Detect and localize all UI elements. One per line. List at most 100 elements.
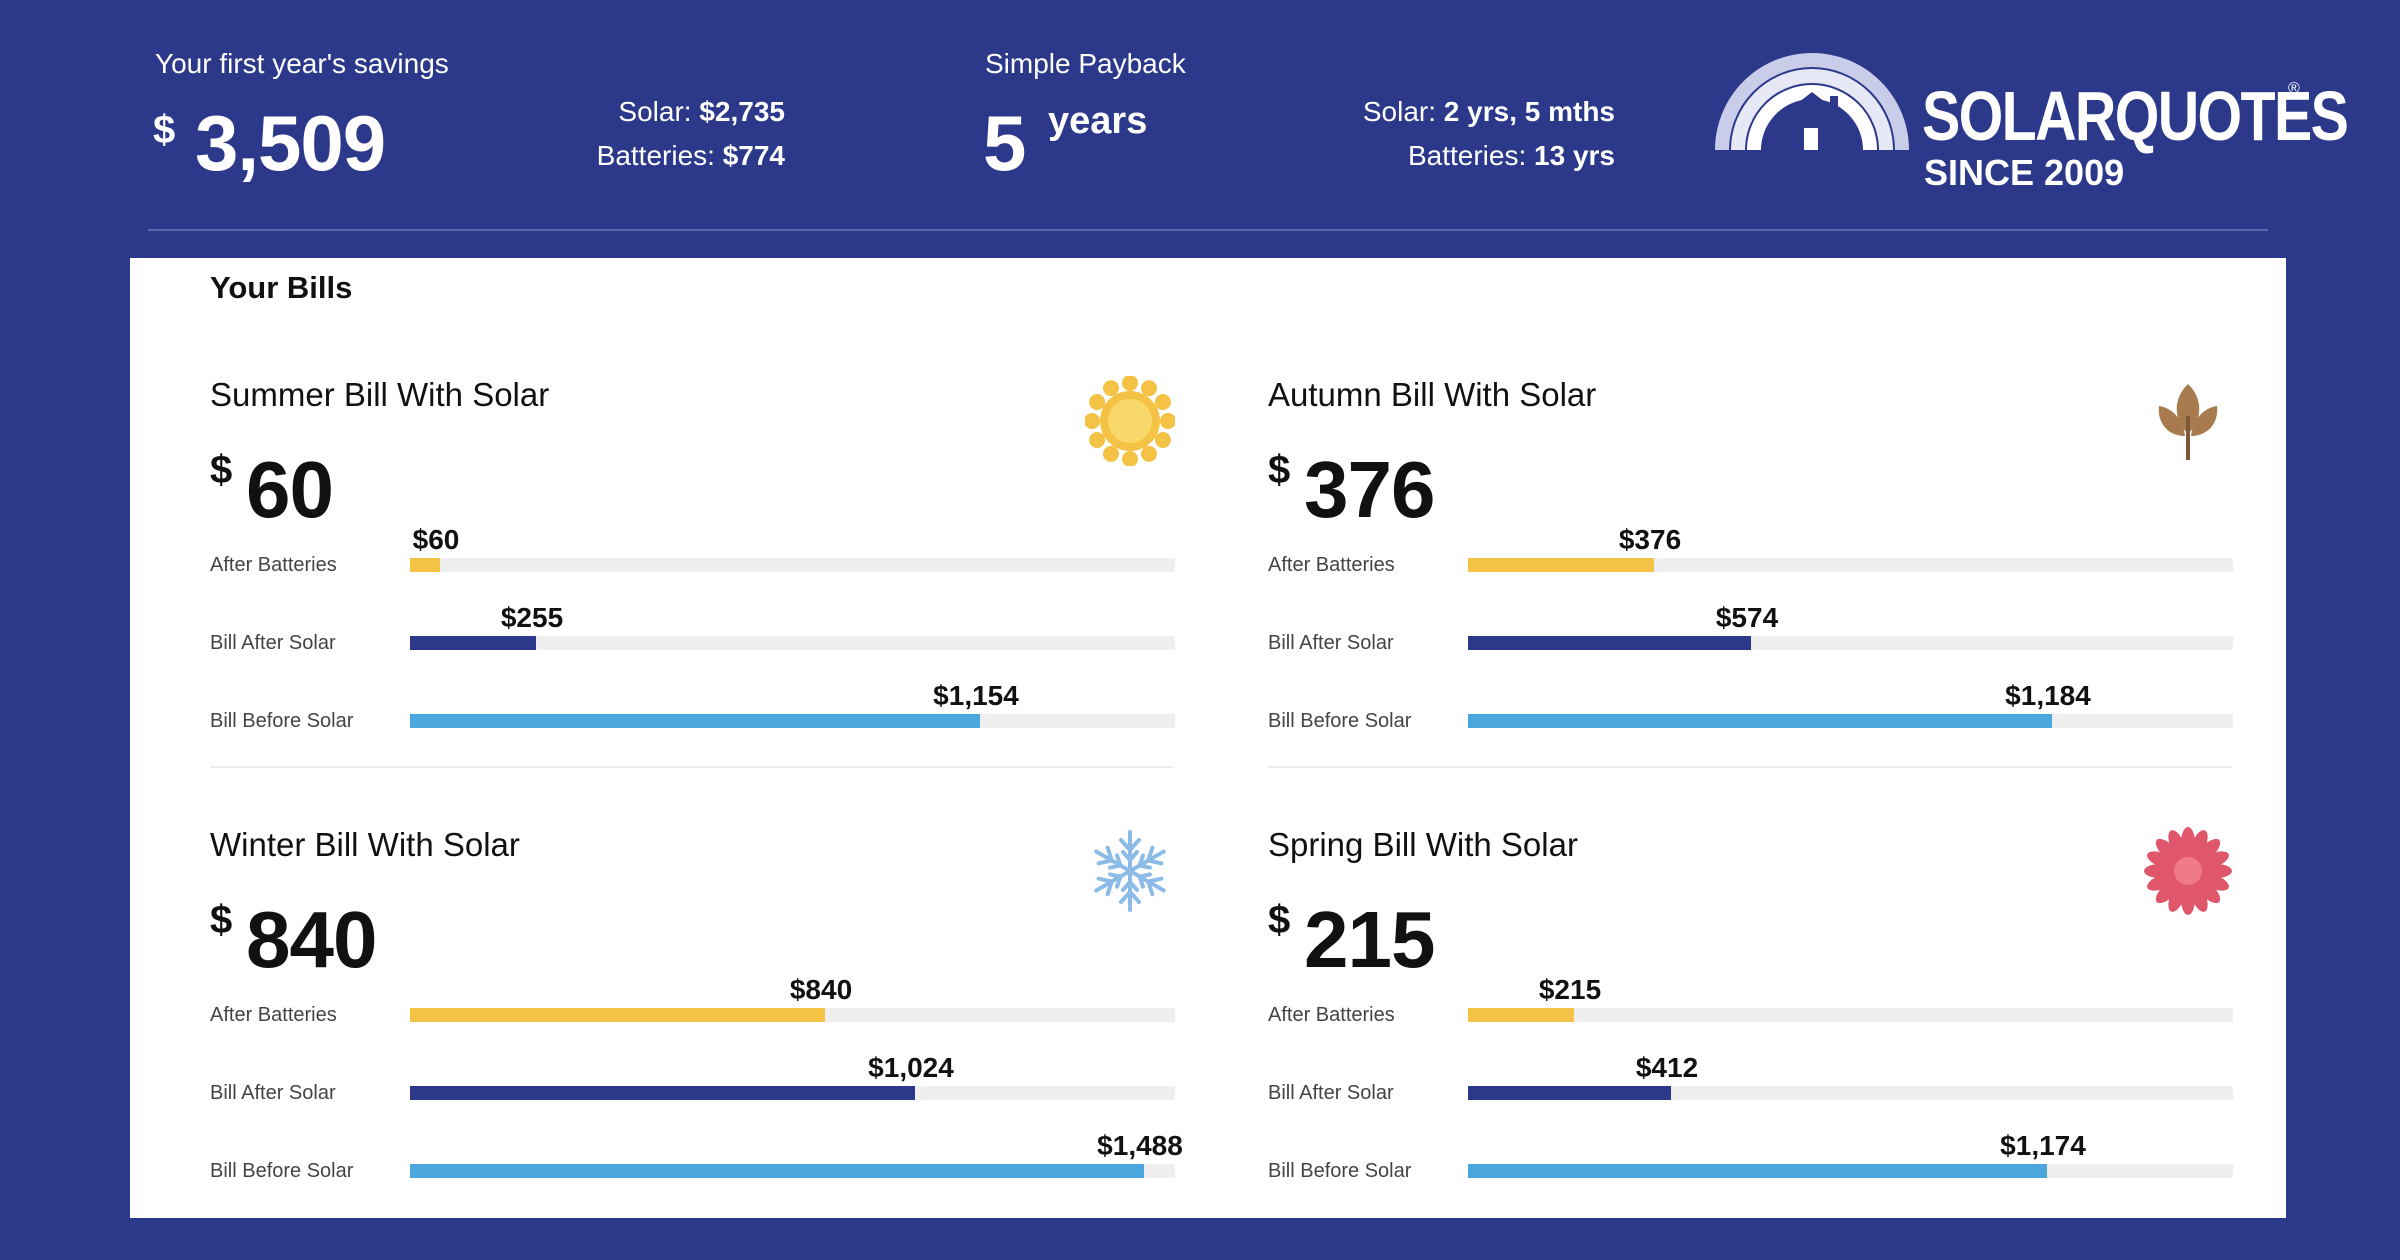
season-card: Summer Bill With Solar $60 After Batteries… (210, 375, 1176, 796)
bar-fill-before-solar (1468, 1164, 2047, 1178)
bar-value: $376 (1618, 524, 1682, 555)
leaf-icon (2143, 376, 2233, 466)
season-currency: $ (1268, 448, 1291, 492)
bar-value: $1,024 (868, 1052, 954, 1083)
bar-fill-after-batteries (410, 558, 440, 572)
season-card: Autumn Bill With Solar $376 After Batterie… (1268, 376, 2233, 796)
bar-track: $1,184 (1468, 680, 2233, 728)
bar-fill-after-solar (1468, 1086, 1671, 1100)
payback-batteries: Batteries: 13 yrs (1407, 140, 1615, 171)
bar-track: $215 (1468, 974, 2233, 1022)
bar-value: $574 (1715, 602, 1779, 633)
bar-value: $1,174 (2000, 1130, 2086, 1161)
season-amount: 376 (1304, 445, 1435, 534)
bar-track: $1,488 (410, 1130, 1183, 1178)
bar-label: Bill Before Solar (210, 710, 354, 732)
bar-value: $1,184 (2005, 680, 2091, 711)
season-card: Winter Bill With Solar $840 After Batterie… (210, 826, 1183, 1246)
bar-row-after-solar: Bill After Solar $1,024 (210, 1052, 1175, 1104)
bar-value: $840 (789, 974, 853, 1005)
bar-track: $255 (410, 602, 1175, 650)
bar-track: $412 (1468, 1052, 2233, 1100)
bar-track: $376 (1468, 524, 2233, 572)
season-title: Winter Bill With Solar (210, 826, 520, 863)
savings-solar: Solar: $2,735 (618, 96, 785, 127)
logo-wordmark: SOLARQUOTES (1922, 77, 2349, 155)
sun-icon (1084, 375, 1176, 467)
bar-label: After Batteries (1268, 1004, 1395, 1026)
savings-currency: $ (153, 108, 176, 152)
bar-track: $1,154 (410, 680, 1175, 728)
bar-track: $840 (410, 974, 1175, 1022)
savings-amount: 3,509 (195, 99, 386, 187)
logo-registered: ® (2288, 80, 2300, 97)
bar-label: Bill Before Solar (1268, 710, 1412, 732)
season-currency: $ (210, 898, 233, 942)
season-title: Summer Bill With Solar (210, 376, 550, 413)
bar-track: $574 (1468, 602, 2233, 650)
bar-value: $1,488 (1097, 1130, 1183, 1161)
bar-row-before-solar: Bill Before Solar $1,488 (210, 1130, 1183, 1182)
bar-fill-after-solar (1468, 636, 1751, 650)
bar-row-after-batteries: After Batteries $376 (1268, 524, 2233, 576)
bar-label: After Batteries (210, 1004, 337, 1026)
bar-label: After Batteries (210, 554, 337, 576)
payback-label: Simple Payback (985, 48, 1186, 79)
flower-icon (2143, 826, 2233, 916)
bar-track: $1,174 (1468, 1130, 2233, 1178)
bar-fill-after-batteries (1468, 558, 1654, 572)
bar-label: Bill After Solar (1268, 1082, 1394, 1104)
bar-row-after-batteries: After Batteries $60 (210, 524, 1175, 576)
bar-value: $1,154 (933, 680, 1019, 711)
savings-batteries: Batteries: $774 (596, 140, 785, 171)
bar-value: $255 (500, 602, 564, 633)
bar-row-after-batteries: After Batteries $215 (1268, 974, 2233, 1026)
bar-value: $215 (1538, 974, 1602, 1005)
logo-since: SINCE 2009 (1924, 152, 2125, 193)
bar-label: Bill Before Solar (1268, 1160, 1412, 1182)
bar-fill-after-solar (410, 636, 536, 650)
bar-fill-after-batteries (1468, 1008, 1574, 1022)
payback-number: 5 (983, 99, 1026, 187)
season-currency: $ (1268, 898, 1291, 942)
bar-value: $60 (412, 524, 460, 555)
season-amount: 215 (1304, 895, 1435, 984)
bar-label: Bill After Solar (210, 632, 336, 654)
savings-label: Your first year's savings (155, 48, 449, 79)
bar-row-before-solar: Bill Before Solar $1,184 (1268, 680, 2233, 732)
header-divider (148, 229, 2268, 231)
bar-label: Bill After Solar (1268, 632, 1394, 654)
rainbow-house-icon (1715, 53, 1909, 151)
season-card: Spring Bill With Solar $215 After Batterie… (1268, 826, 2233, 1246)
bar-label: After Batteries (1268, 554, 1395, 576)
bills-title: Your Bills (210, 270, 353, 305)
bar-row-after-solar: Bill After Solar $255 (210, 602, 1175, 654)
solarquotes-logo[interactable]: SOLARQUOTES ® SINCE 2009 (1712, 48, 2349, 198)
bar-row-after-solar: Bill After Solar $574 (1268, 602, 2233, 654)
row-divider (210, 766, 1173, 768)
bar-row-before-solar: Bill Before Solar $1,174 (1268, 1130, 2233, 1182)
bar-fill-before-solar (410, 1164, 1144, 1178)
bar-row-after-batteries: After Batteries $840 (210, 974, 1175, 1026)
bar-fill-before-solar (410, 714, 980, 728)
season-amount: 60 (246, 445, 334, 534)
bar-row-before-solar: Bill Before Solar $1,154 (210, 680, 1175, 732)
bar-label: Bill Before Solar (210, 1160, 354, 1182)
snowflake-icon (1085, 826, 1175, 916)
bar-track: $60 (410, 524, 1175, 572)
season-title: Autumn Bill With Solar (1268, 376, 1597, 413)
bar-fill-after-solar (410, 1086, 915, 1100)
bar-value: $412 (1635, 1052, 1699, 1083)
bar-fill-before-solar (1468, 714, 2052, 728)
bar-fill-after-batteries (410, 1008, 825, 1022)
season-amount: 840 (246, 895, 377, 984)
season-title: Spring Bill With Solar (1268, 826, 1578, 863)
payback-solar: Solar: 2 yrs, 5 mths (1362, 96, 1615, 127)
bar-track: $1,024 (410, 1052, 1175, 1100)
bar-row-after-solar: Bill After Solar $412 (1268, 1052, 2233, 1104)
season-currency: $ (210, 448, 233, 492)
bills-panel: Your Bills Summer Bill With Solar $60 Afte… (130, 258, 2286, 1218)
row-divider (1268, 766, 2231, 768)
bar-label: Bill After Solar (210, 1082, 336, 1104)
payback-unit: years (1048, 100, 1148, 142)
